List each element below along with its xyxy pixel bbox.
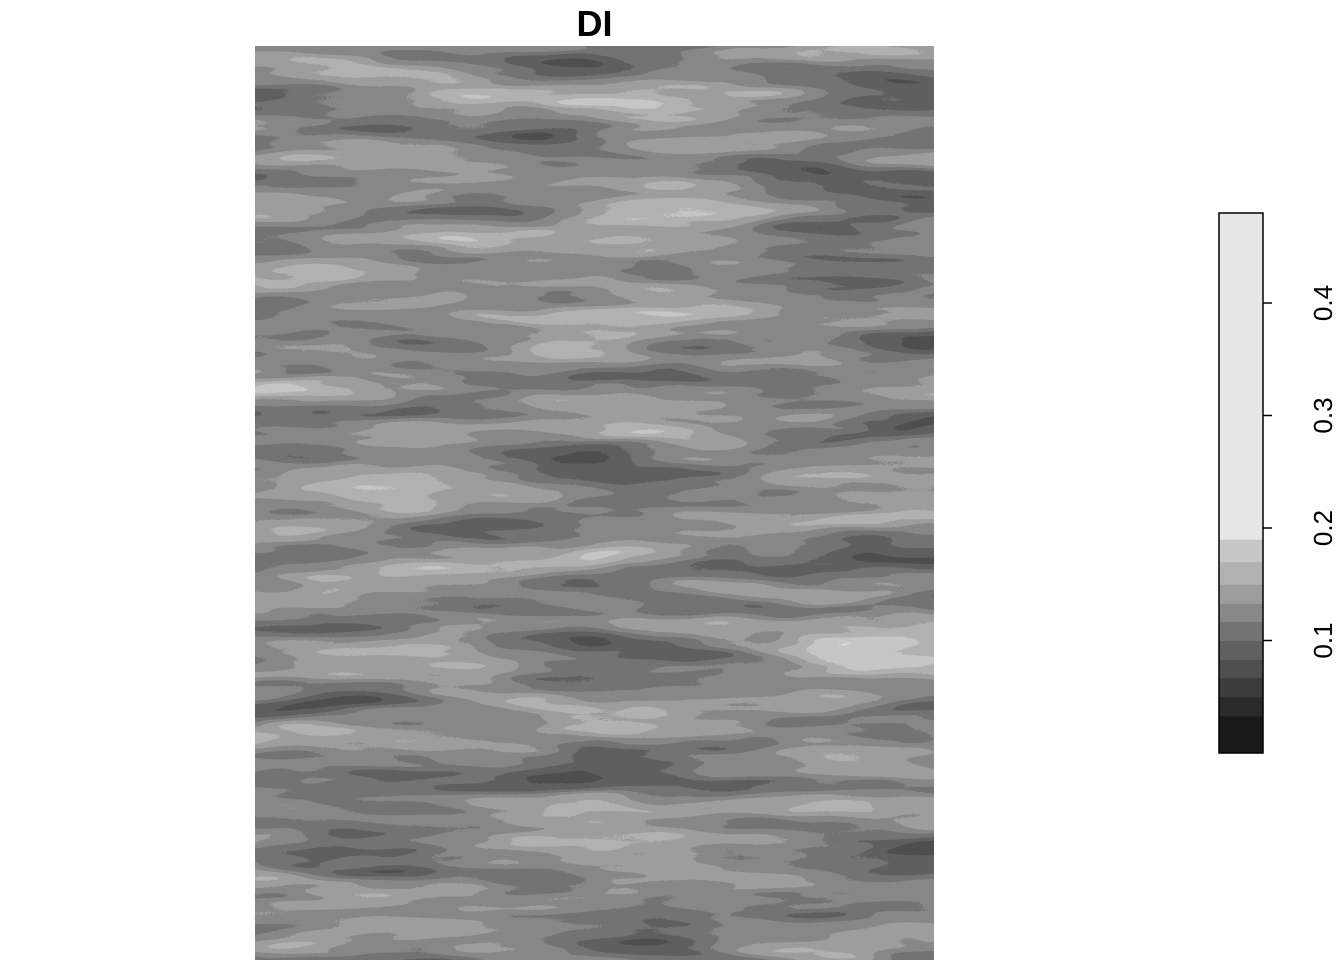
legend-frame — [1218, 212, 1264, 754]
legend-color-bin — [1219, 584, 1263, 604]
legend-color-bin — [1219, 715, 1263, 754]
legend-color-bin — [1219, 640, 1263, 661]
legend-color-bin — [1219, 603, 1263, 622]
legend-color-bin — [1219, 213, 1263, 540]
legend-tick-label: 0.3 — [1308, 397, 1338, 433]
legend-tick-label: 0.2 — [1308, 510, 1338, 546]
color-legend: 0.1 0.2 0.3 0.4 — [1218, 212, 1338, 754]
heatmap-raster — [255, 46, 934, 960]
legend-color-bin — [1219, 561, 1263, 585]
legend-color-bin — [1219, 539, 1263, 563]
chart-title: DI — [576, 3, 613, 44]
legend-tick-label: 0.1 — [1308, 622, 1338, 658]
legend-color-bin — [1219, 621, 1263, 641]
legend-color-bin — [1219, 696, 1263, 717]
heatmap-field — [255, 46, 934, 960]
legend-color-bin — [1219, 659, 1263, 679]
legend-color-bin — [1219, 677, 1263, 698]
legend-tick-label: 0.4 — [1308, 285, 1338, 321]
